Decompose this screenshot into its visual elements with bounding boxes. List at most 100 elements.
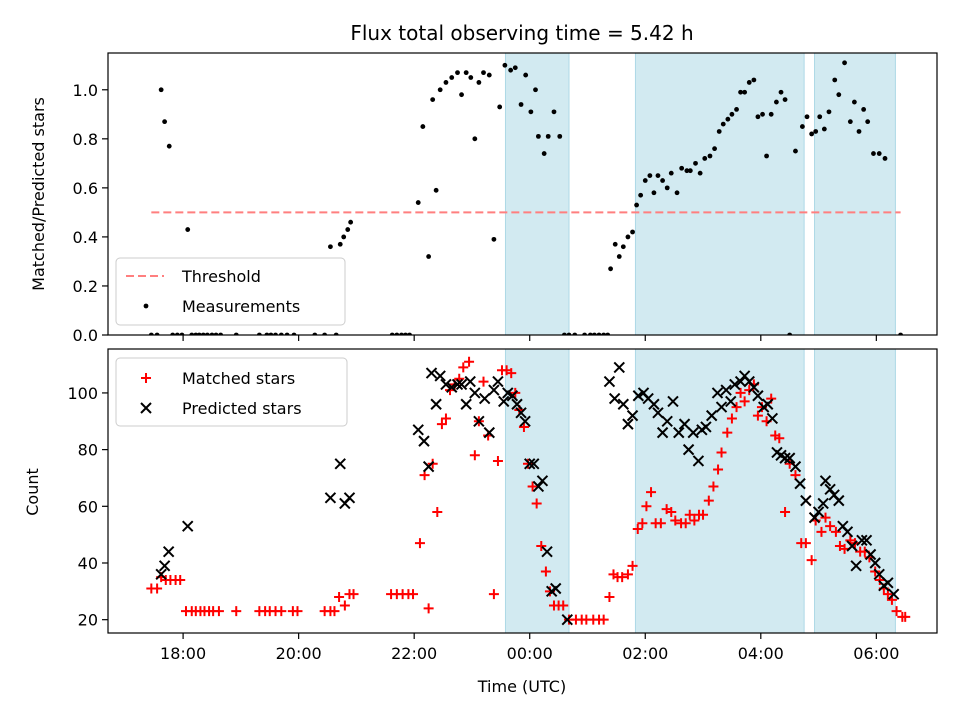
predicted-star-point — [617, 398, 630, 410]
measurement-point — [668, 170, 674, 176]
legend-box — [115, 257, 346, 326]
measurement-point — [348, 219, 354, 225]
predicted-star-point — [779, 452, 791, 464]
legend-measurements-swatch — [143, 303, 149, 309]
matched-star-point — [432, 506, 443, 517]
matched-star-point — [414, 538, 425, 549]
predicted-star-point — [652, 407, 664, 419]
predicted-star-point — [824, 483, 836, 496]
measurement-point — [481, 70, 486, 76]
matched-star-point — [540, 566, 551, 577]
predicted-star-point — [446, 381, 458, 393]
measurement-point — [518, 102, 524, 107]
matched-star-point — [348, 589, 359, 600]
predicted-star-point — [550, 582, 562, 595]
predicted-star-point — [789, 460, 802, 473]
measurement-point — [341, 234, 347, 240]
top-y-axis-label: Matched/Predicted stars — [29, 97, 48, 291]
predicted-star-point — [162, 545, 175, 558]
x-tick-label: 22:00 — [391, 644, 437, 663]
matched-star-point — [213, 606, 224, 617]
legend-matched-label: Matched stars — [182, 369, 295, 388]
chart-title: Flux total observing time = 5.42 h — [350, 21, 693, 45]
measurement-point — [842, 60, 847, 66]
measurement-point — [865, 119, 871, 125]
measurement-point — [449, 75, 455, 80]
predicted-star-point — [324, 492, 337, 504]
matched-star-point — [617, 572, 628, 583]
predicted-star-point — [425, 367, 438, 379]
predicted-star-point — [864, 548, 877, 561]
measurement-point — [725, 116, 731, 122]
measurement-point — [620, 244, 626, 250]
matched-star-point — [627, 560, 638, 571]
matched-star-point — [339, 600, 350, 611]
predicted-star-point — [873, 568, 885, 581]
predicted-star-point — [478, 392, 491, 405]
predicted-star-point — [440, 378, 452, 391]
predicted-star-point — [541, 545, 553, 558]
measurement-point — [687, 168, 693, 174]
measurement-point — [476, 80, 482, 85]
y-tick-label: 20 — [78, 611, 98, 630]
x-axis-label: Time (UTC) — [477, 677, 566, 696]
matched-star-point — [604, 592, 615, 603]
predicted-star-point — [464, 375, 476, 388]
predicted-star-point — [661, 415, 673, 427]
measurement-point — [871, 151, 876, 156]
predicted-star-point — [700, 421, 712, 433]
matched-star-point — [175, 574, 186, 585]
matched-star-point — [666, 506, 677, 517]
measurement-point — [716, 129, 722, 134]
predicted-star-point — [455, 378, 468, 391]
matched-star-point — [531, 498, 542, 509]
y-tick-label: 0.8 — [73, 130, 98, 149]
matched-star-point — [334, 592, 345, 603]
legend-predicted-label: Predicted stars — [182, 399, 302, 418]
predicted-star-point — [473, 415, 485, 427]
matched-star-point — [436, 419, 447, 430]
measurement-point — [755, 114, 761, 120]
measurement-point — [616, 254, 622, 259]
measurement-point — [793, 148, 798, 154]
measurement-point — [738, 89, 743, 95]
matched-star-point — [522, 458, 533, 469]
matched-star-point — [722, 427, 733, 438]
predicted-star-point — [460, 398, 472, 410]
measurement-point — [847, 119, 853, 125]
predicted-star-point — [603, 375, 616, 388]
matched-star-point — [492, 455, 503, 466]
measurement-point — [702, 156, 708, 161]
measurement-point — [821, 126, 827, 132]
matched-star-point — [891, 606, 902, 617]
measurement-point — [430, 97, 436, 102]
measurement-point — [693, 160, 698, 166]
measurement-point — [612, 241, 618, 247]
predicted-star-point — [656, 426, 669, 439]
measurement-point — [655, 173, 661, 179]
measurement-point — [158, 87, 164, 93]
predicted-star-point — [434, 370, 446, 382]
matched-star-point — [646, 487, 657, 498]
matched-star-point — [440, 413, 451, 424]
count-panel: 20 40 60 80 100 18:00 20:00 22:00 00:00 02:00 04:0… — [67, 348, 938, 663]
measurement-point — [551, 109, 557, 115]
predicted-star-point — [418, 435, 430, 447]
predicted-star-point — [622, 418, 634, 430]
measurement-point — [337, 241, 343, 247]
predicted-star-point — [856, 534, 868, 547]
observing-window-3 — [814, 52, 896, 336]
predicted-star-point — [794, 477, 806, 490]
measurement-point — [778, 89, 784, 95]
measurement-point — [166, 143, 172, 149]
matched-star-point — [423, 603, 434, 614]
measurement-point — [746, 80, 752, 85]
matched-star-point — [458, 362, 469, 373]
measurement-point — [459, 92, 464, 98]
measurement-point — [856, 129, 862, 134]
measurement-point — [809, 131, 815, 137]
matched-star-point — [684, 509, 695, 520]
measurement-point — [486, 72, 492, 78]
matched-star-point — [408, 589, 419, 600]
